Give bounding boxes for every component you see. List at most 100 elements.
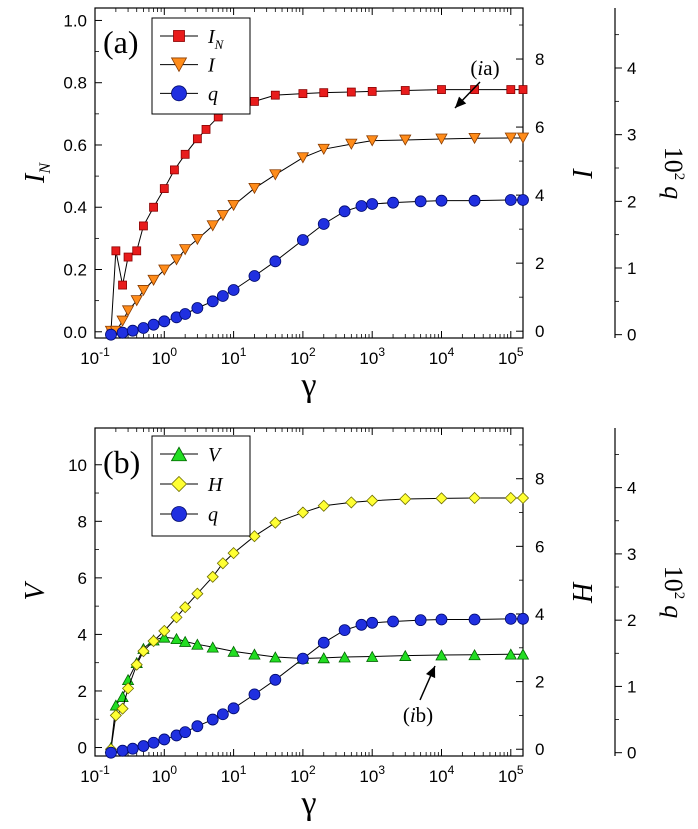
data-point (269, 169, 282, 181)
data-point (170, 632, 183, 645)
data-point (216, 557, 229, 570)
data-point (414, 614, 427, 627)
data-point (137, 322, 150, 334)
legend-label: H (207, 474, 224, 496)
data-point (468, 613, 481, 626)
data-point (116, 315, 129, 327)
data-point (269, 651, 282, 663)
right-tick-label: 6 (535, 537, 544, 556)
left-tick-label: 0.8 (63, 74, 87, 93)
data-point (191, 638, 204, 650)
data-point (139, 221, 148, 231)
data-point (137, 740, 150, 752)
data-point (178, 244, 192, 256)
outer-tick-label: 2 (627, 192, 636, 211)
left-tick-label: 0.0 (63, 323, 87, 342)
left-tick-label: 0 (78, 739, 87, 758)
data-point (317, 218, 330, 230)
right-tick-label: 2 (535, 254, 544, 273)
data-point (298, 89, 308, 99)
left-tick-label: 1.0 (63, 11, 87, 30)
data-point (147, 736, 160, 749)
x-tick-label: 10-1 (80, 763, 110, 786)
x-tick-label: 104 (429, 345, 455, 368)
data-point (338, 624, 351, 637)
right-tick-label: 6 (535, 118, 544, 137)
left-tick-label: 4 (78, 625, 87, 644)
left-axis-title: V (20, 581, 51, 601)
data-point (201, 125, 211, 134)
data-point (158, 624, 171, 637)
data-point (111, 246, 121, 256)
series-line (110, 89, 523, 332)
data-point (366, 650, 379, 662)
outer-tick-label: 0 (627, 744, 636, 763)
x-tick-label: 105 (498, 345, 524, 368)
left-axis-title: IN (20, 162, 54, 184)
legend-label: q (208, 504, 218, 526)
data-point (317, 652, 330, 664)
data-point (437, 85, 446, 94)
data-point (116, 702, 129, 715)
data-point (158, 315, 171, 328)
data-point (296, 152, 310, 164)
data-point (206, 641, 219, 653)
right-tick-label: 0 (535, 740, 544, 759)
left-tick-label: 0.4 (63, 198, 87, 217)
legend-marker (170, 57, 188, 73)
annotation-label: (ib) (403, 703, 433, 727)
right-tick-label: 8 (535, 470, 544, 489)
data-point (345, 496, 358, 509)
data-point (399, 492, 412, 506)
outer-axis-title: 102q (659, 147, 688, 200)
data-point (191, 233, 204, 246)
data-point (367, 87, 377, 96)
legend-marker (170, 475, 188, 493)
legend-label: I (207, 55, 216, 77)
data-point (355, 200, 368, 212)
data-point (346, 87, 356, 97)
series-i (104, 132, 530, 337)
data-point (116, 744, 129, 757)
annotation-arrow-head (455, 96, 467, 108)
x-tick-label: 102 (290, 763, 316, 786)
data-point (435, 492, 448, 505)
data-point (414, 195, 427, 208)
left-y-axis: 0.0 0.2 0.4 0.6 0.8 1.0 IN (20, 11, 102, 342)
data-point (435, 649, 448, 661)
data-point (158, 264, 171, 276)
plot-frame (94, 7, 524, 339)
legend-box (151, 17, 251, 115)
x-axis-title: γ (300, 367, 316, 404)
data-point (121, 682, 135, 695)
x-tick-label: 101 (221, 345, 247, 368)
legend: IN Iq (151, 17, 251, 115)
data-point (355, 618, 368, 631)
data-point (118, 280, 127, 290)
data-point (216, 210, 230, 222)
left-tick-label: 6 (78, 569, 87, 588)
chart-panel-a: 10-1 100 101 102 103 104 105γ0.00.20.40.60.81.… (20, 7, 688, 404)
data-point (105, 328, 117, 341)
data-point (468, 648, 481, 661)
data-point (435, 133, 448, 145)
annotation-label: (ia) (470, 56, 499, 80)
right-y-axis: 0 2 4 6 8 I (516, 24, 597, 341)
data-point (468, 491, 481, 505)
data-point (338, 651, 351, 663)
outer-tick-label: 3 (627, 126, 636, 145)
x-tick-label: 100 (151, 345, 177, 368)
right-tick-label: 2 (535, 673, 544, 692)
right-tick-label: 0 (535, 322, 544, 341)
x-tick-label: 103 (359, 345, 385, 368)
series-q (105, 612, 529, 759)
data-point (147, 318, 160, 331)
data-point (345, 138, 358, 150)
plot-frame (94, 427, 524, 757)
legend: VHq (151, 435, 251, 537)
data-point (137, 645, 150, 658)
data-point (516, 648, 530, 660)
data-point (296, 234, 309, 246)
outer-tick-label: 0 (627, 326, 636, 345)
